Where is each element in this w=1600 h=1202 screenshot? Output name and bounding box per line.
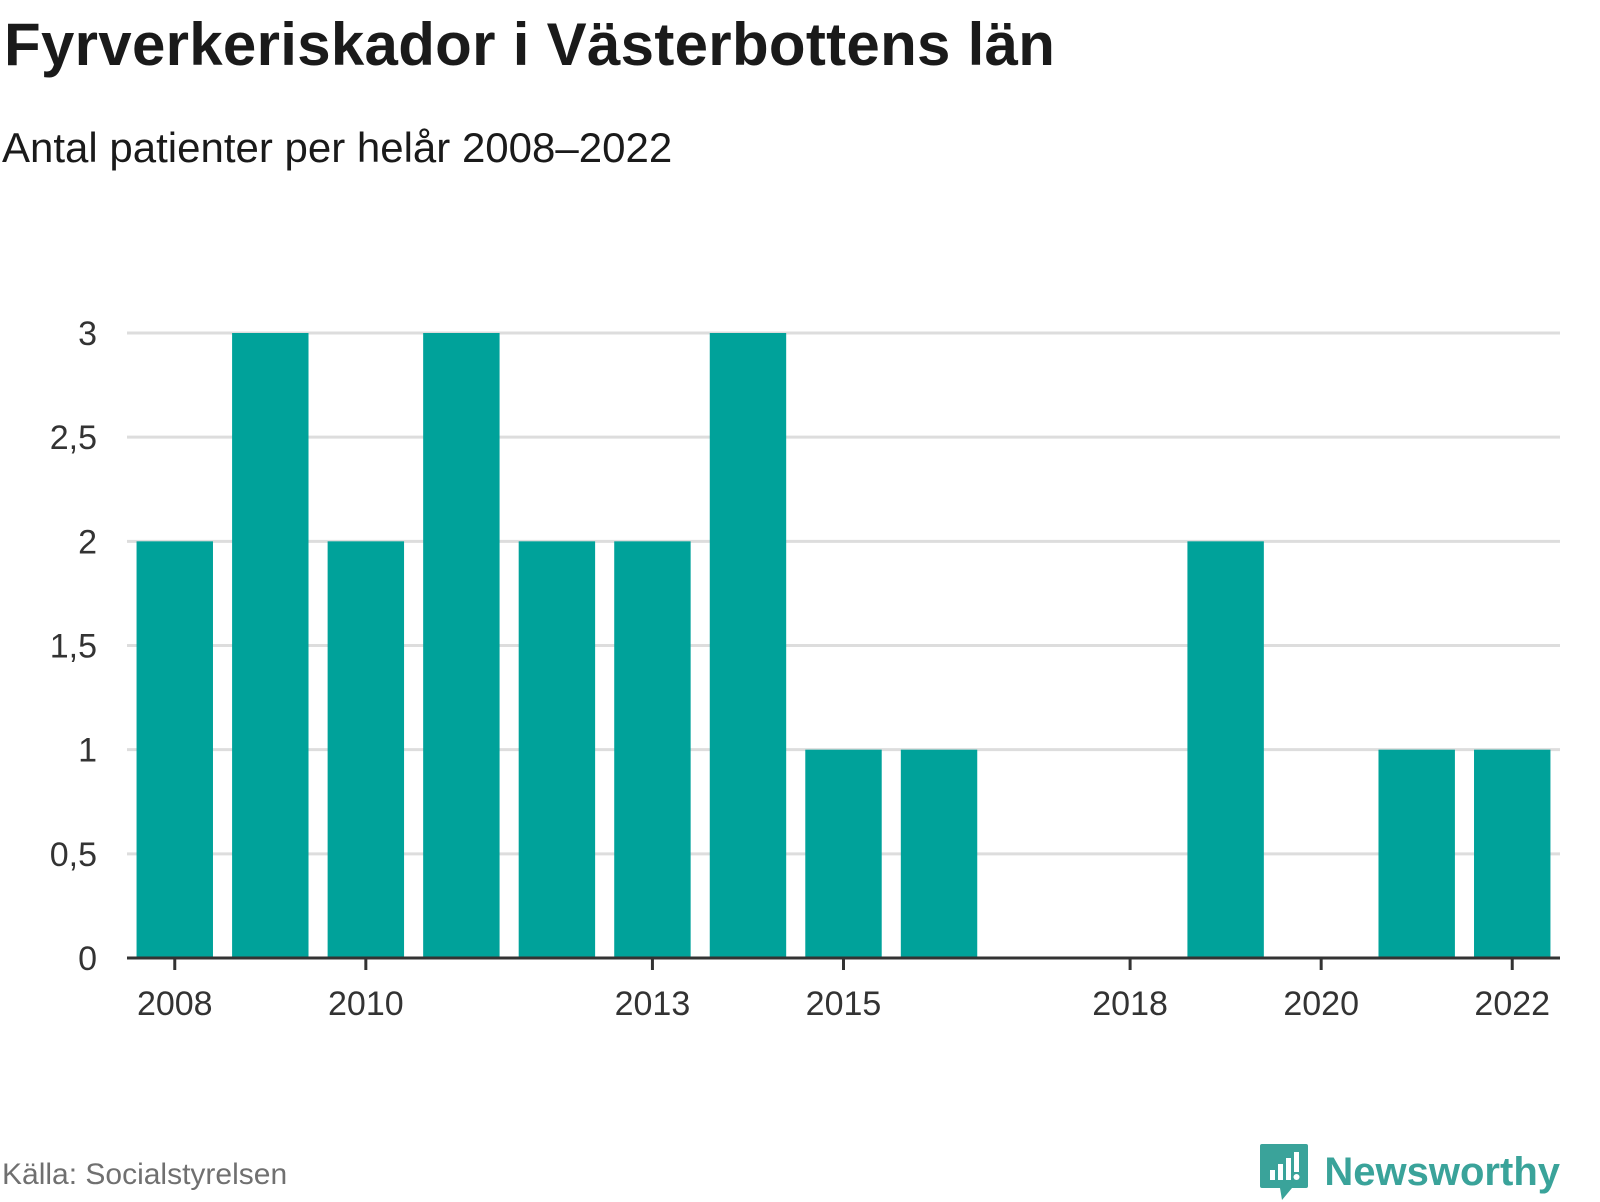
bar: [423, 333, 500, 958]
bar: [1187, 541, 1264, 958]
bar: [232, 333, 309, 958]
newsworthy-logo-icon: [1260, 1144, 1309, 1200]
y-tick-label: 1,5: [50, 628, 97, 666]
x-tick-label: 2013: [615, 985, 691, 1023]
y-tick-label: 2,5: [50, 419, 97, 457]
source-label: Källa: Socialstyrelsen: [2, 1158, 288, 1191]
bar: [1378, 749, 1455, 958]
y-tick-label: 2: [78, 523, 97, 561]
brand-logo: Newsworthy: [1258, 1142, 1560, 1202]
chart-subtitle: Antal patienter per helår 2008–2022: [2, 124, 673, 171]
bar: [1474, 749, 1551, 958]
bar: [327, 541, 405, 958]
bar-chart: 0 0,5 1 1,5 2 2,5 3 2008 2010 2013 2015 2018 2020 202…: [50, 315, 1560, 1023]
y-tick-label: 0,5: [50, 836, 97, 874]
x-tick-label: 2008: [137, 985, 213, 1023]
x-tick-label: 2015: [806, 985, 882, 1023]
y-tick-label: 1: [78, 732, 97, 770]
y-tick-label: 3: [78, 315, 97, 353]
bar: [805, 749, 882, 958]
chart-title: Fyrverkeriskador i Västerbottens län: [4, 11, 1056, 78]
bar: [709, 333, 787, 958]
bar: [136, 541, 213, 958]
bar: [900, 749, 978, 958]
y-tick-label: 0: [78, 940, 97, 978]
x-tick-label: 2020: [1283, 985, 1359, 1023]
bar: [518, 541, 596, 958]
x-tick-label: 2022: [1474, 985, 1550, 1023]
brand-name: Newsworthy: [1324, 1149, 1560, 1194]
bar: [614, 541, 691, 958]
x-tick-label: 2010: [328, 985, 404, 1023]
x-tick-label: 2018: [1092, 985, 1168, 1023]
